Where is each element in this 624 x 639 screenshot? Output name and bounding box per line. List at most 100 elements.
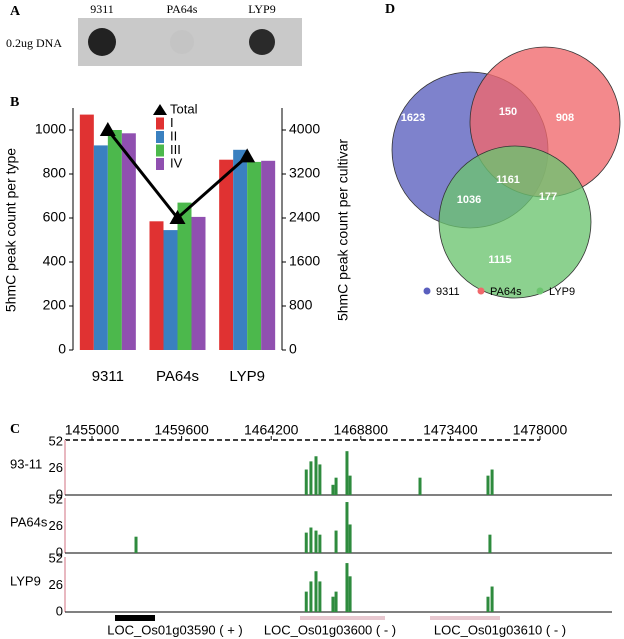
x-tick-label: 1478000 (513, 422, 568, 438)
legend-swatch (156, 158, 164, 170)
x-tick-label: 1464200 (244, 422, 299, 438)
peak (314, 530, 318, 553)
legend-swatch (477, 287, 485, 295)
peak (334, 477, 338, 495)
peak (304, 591, 308, 612)
track-name: PA64s (10, 514, 48, 529)
gene-label: LOC_Os01g03590 ( + ) (107, 622, 243, 637)
peak (318, 581, 322, 612)
y-tick-label: 1000 (35, 121, 66, 137)
bar (261, 160, 276, 350)
y-tick-label: 200 (43, 297, 67, 313)
gene-label: LOC_Os01g03610 ( - ) (434, 622, 566, 637)
bar (93, 145, 108, 350)
legend-label: II (170, 128, 177, 143)
peak (490, 469, 494, 495)
track-tick-label: 52 (49, 433, 63, 448)
peak (309, 527, 313, 553)
peak (304, 469, 308, 495)
x-tick-label: 9311 (92, 368, 124, 385)
gene-model (115, 615, 155, 621)
lane-label: PA64s (167, 2, 198, 16)
x-tick-label: 1455000 (65, 422, 120, 438)
total-marker (169, 210, 186, 224)
peak (334, 591, 338, 612)
bar (219, 159, 234, 350)
total-marker (239, 148, 256, 163)
y2-tick-label: 3200 (289, 165, 320, 181)
venn-count: 1161 (496, 174, 520, 186)
track-tick-label: 0 (56, 486, 63, 501)
peak (486, 475, 490, 495)
legend-swatch (423, 287, 431, 295)
peak (490, 586, 494, 612)
panel-label: B (10, 95, 19, 110)
gene-model (430, 616, 500, 620)
bar (79, 114, 94, 350)
gene-label: LOC_Os01g03600 ( - ) (264, 622, 396, 637)
peak (345, 563, 349, 612)
legend-label: LYP9 (549, 286, 575, 298)
track-tick-label: 52 (49, 550, 63, 565)
x-tick-label: 1473400 (423, 422, 478, 438)
bar (191, 216, 206, 350)
x-tick-label: LYP9 (229, 368, 265, 385)
peak (318, 534, 322, 553)
bar (247, 161, 262, 350)
blot-dot (170, 30, 194, 54)
y-axis-label: 5hmC peak count per type (3, 148, 19, 312)
track-tick-label: 0 (56, 544, 63, 559)
y2-tick-label: 800 (289, 297, 313, 313)
peak (309, 461, 313, 495)
total-marker (99, 122, 116, 136)
bar (177, 202, 192, 350)
y-tick-label: 400 (43, 253, 67, 269)
legend-swatch (156, 144, 164, 157)
peak (348, 524, 352, 553)
y2-tick-label: 1600 (289, 253, 320, 269)
bar (149, 221, 164, 350)
legend-label: I (170, 115, 174, 130)
track-tick-label: 26 (49, 460, 63, 475)
y-tick-label: 600 (43, 209, 67, 225)
peak (488, 534, 492, 553)
bar (233, 149, 248, 350)
peak (348, 475, 352, 495)
peak (331, 596, 335, 612)
track-tick-label: 26 (49, 577, 63, 592)
legend-label: IV (170, 155, 183, 170)
venn-set (438, 145, 592, 299)
peak (134, 536, 138, 553)
panel-label: C (10, 422, 20, 437)
y-tick-label: 800 (43, 165, 67, 181)
bar (163, 230, 178, 350)
venn-count: 150 (499, 106, 517, 118)
peak (304, 532, 308, 553)
peak (314, 456, 318, 495)
peak (314, 571, 318, 612)
y2-tick-label: 4000 (289, 121, 320, 137)
y2-tick-label: 0 (289, 341, 297, 357)
lane-label: LYP9 (248, 2, 275, 16)
venn-count: 1115 (488, 254, 511, 266)
bar (121, 133, 136, 350)
peak (309, 581, 313, 612)
venn-count: 177 (539, 191, 557, 203)
track-tick-label: 0 (56, 603, 63, 618)
venn-count: 908 (556, 112, 574, 124)
x-tick-label: 1459600 (154, 422, 209, 438)
peak (318, 464, 322, 495)
peak (334, 530, 338, 553)
gene-model (300, 616, 385, 620)
venn-count: 1623 (401, 112, 425, 124)
track-name: LYP9 (10, 573, 41, 588)
y-tick-label: 0 (58, 341, 66, 357)
legend-label: 9311 (436, 286, 460, 298)
row-label: 0.2ug DNA (6, 36, 62, 50)
y2-axis-label: 5hmC peak count per cultivar (335, 139, 351, 321)
blot-dot (88, 28, 116, 56)
x-tick-label: 1468800 (334, 422, 389, 438)
legend-label: PA64s (490, 286, 522, 298)
legend-label: III (170, 142, 181, 157)
